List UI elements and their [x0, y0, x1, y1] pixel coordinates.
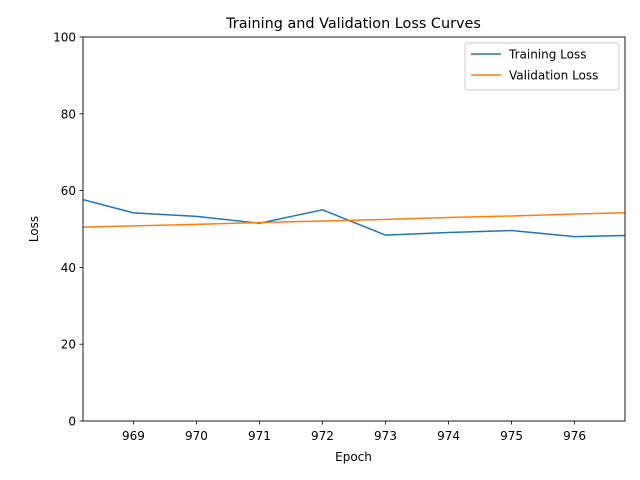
y-axis-label: Loss — [27, 216, 41, 242]
plot-frame — [82, 36, 626, 422]
x-axis-ticks: 969 970 971 972 973 974 975 976 — [122, 421, 586, 443]
x-tick-label: 972 — [311, 429, 334, 443]
y-tick-label: 40 — [61, 261, 76, 275]
x-tick-label: 976 — [563, 429, 586, 443]
x-tick-label: 971 — [248, 429, 271, 443]
x-axis-label: Epoch — [335, 450, 372, 464]
x-tick-label: 973 — [374, 429, 397, 443]
legend-frame — [464, 42, 620, 91]
y-axis-ticks: 0 20 40 60 80 100 — [53, 31, 83, 429]
chart-title: Training and Validation Loss Curves — [225, 16, 481, 32]
legend-label-validation-loss: Validation Loss — [509, 69, 598, 83]
legend: Training Loss Validation Loss — [464, 42, 620, 91]
plot-lines — [83, 198, 625, 238]
x-tick-label: 974 — [437, 429, 460, 443]
legend-label-training-loss: Training Loss — [508, 48, 586, 62]
x-tick-label: 975 — [500, 429, 523, 443]
y-tick-label: 100 — [53, 31, 76, 45]
series-line-validation-loss — [83, 212, 625, 228]
y-tick-label: 80 — [61, 107, 76, 121]
x-tick-label: 969 — [122, 429, 145, 443]
series-line-training-loss — [83, 198, 625, 238]
y-tick-label: 0 — [68, 415, 76, 429]
y-tick-label: 20 — [61, 338, 76, 352]
x-tick-label: 970 — [185, 429, 208, 443]
y-tick-label: 60 — [61, 184, 76, 198]
